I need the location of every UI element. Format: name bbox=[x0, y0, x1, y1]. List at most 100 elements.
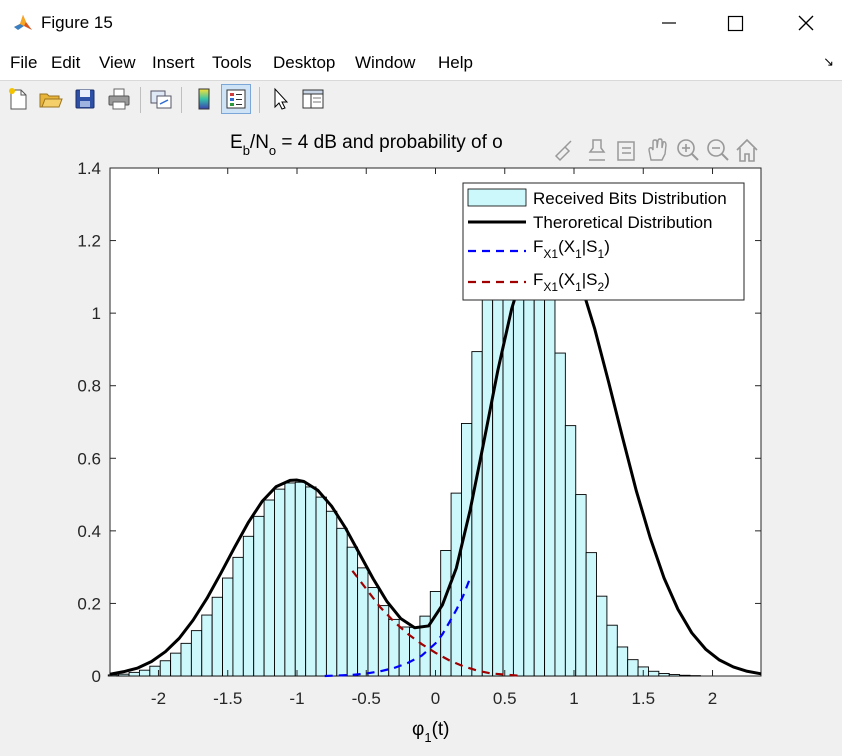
histogram-bar bbox=[669, 675, 679, 676]
histogram-bar bbox=[347, 547, 357, 676]
legend[interactable]: Received Bits Distribution Theroretical … bbox=[463, 183, 744, 300]
y-tick-label: 0.6 bbox=[77, 449, 101, 468]
chart-title: Eb/No = 4 dB and probability of o bbox=[230, 132, 503, 158]
x-tick-label: 1 bbox=[569, 689, 578, 708]
link-plot-icon[interactable] bbox=[147, 85, 175, 113]
histogram-bar bbox=[326, 511, 336, 676]
histogram-bar bbox=[410, 627, 420, 676]
y-tick-label: 1.2 bbox=[77, 232, 101, 251]
legend-label-received: Received Bits Distribution bbox=[533, 189, 727, 208]
menu-file[interactable]: File bbox=[10, 53, 37, 73]
close-icon[interactable] bbox=[783, 8, 829, 38]
x-tick-label: -0.5 bbox=[352, 689, 381, 708]
legend-label-theory: Theroretical Distribution bbox=[533, 213, 713, 232]
histogram-bar bbox=[191, 631, 201, 676]
histogram-bar bbox=[129, 672, 139, 676]
x-tick-label: 0.5 bbox=[493, 689, 517, 708]
new-figure-icon[interactable] bbox=[4, 85, 32, 113]
histogram-bar bbox=[451, 493, 461, 676]
menu-tools[interactable]: Tools bbox=[212, 53, 252, 73]
legend-swatch-bars bbox=[468, 189, 526, 206]
x-tick-label: -1 bbox=[289, 689, 304, 708]
toolbar-separator bbox=[181, 87, 182, 113]
data-tip-icon[interactable] bbox=[589, 140, 605, 160]
histogram-bar bbox=[628, 660, 638, 676]
y-tick-label: 1.4 bbox=[77, 159, 101, 178]
x-tick-label: 0 bbox=[431, 689, 440, 708]
histogram-bar bbox=[243, 536, 253, 676]
y-tick-label: 0 bbox=[92, 667, 101, 686]
histogram-bar bbox=[617, 647, 627, 676]
histogram-bar bbox=[160, 661, 170, 676]
histogram-bar bbox=[472, 352, 482, 676]
y-tick-label: 1 bbox=[92, 304, 101, 323]
menu-insert[interactable]: Insert bbox=[152, 53, 195, 73]
histogram-bar bbox=[482, 287, 492, 676]
x-tick-label: -2 bbox=[151, 689, 166, 708]
histogram-bar bbox=[680, 675, 690, 676]
histogram-bar bbox=[295, 482, 305, 676]
menu-edit[interactable]: Edit bbox=[51, 53, 80, 73]
menu-help[interactable]: Help bbox=[438, 53, 473, 73]
histogram-bar bbox=[597, 596, 607, 676]
home-icon[interactable] bbox=[737, 140, 757, 161]
matlab-logo-icon bbox=[12, 12, 34, 34]
histogram-bar bbox=[337, 528, 347, 676]
brush-icon[interactable] bbox=[556, 141, 571, 160]
histogram-bar bbox=[545, 288, 555, 676]
menu-desktop[interactable]: Desktop bbox=[273, 53, 335, 73]
minimize-icon[interactable] bbox=[646, 8, 692, 38]
histogram-bar bbox=[368, 587, 378, 676]
toolbar-separator bbox=[259, 87, 260, 113]
histogram-bar bbox=[181, 643, 191, 676]
histogram-bar bbox=[607, 625, 617, 676]
pointer-icon[interactable] bbox=[266, 85, 294, 113]
open-file-icon[interactable] bbox=[37, 85, 65, 113]
histogram-bar bbox=[378, 606, 388, 676]
menu-bar: File Edit View Insert Tools Desktop Wind… bbox=[0, 46, 842, 80]
property-inspector-icon[interactable] bbox=[299, 85, 327, 113]
histogram-bar bbox=[659, 673, 669, 676]
zoom-out-icon[interactable] bbox=[708, 140, 728, 160]
histogram-bar bbox=[493, 239, 503, 676]
window-titlebar: Figure 15 bbox=[0, 0, 842, 46]
histogram-bar bbox=[171, 653, 181, 676]
histogram-bar bbox=[555, 353, 565, 676]
histogram-bar bbox=[212, 597, 222, 676]
menu-view[interactable]: View bbox=[99, 53, 136, 73]
maximize-icon[interactable] bbox=[712, 8, 758, 38]
save-icon[interactable] bbox=[71, 85, 99, 113]
histogram-bar bbox=[586, 553, 596, 676]
data-cursor-icon[interactable] bbox=[618, 142, 634, 160]
histogram-bar bbox=[119, 674, 129, 676]
colorbar-icon[interactable] bbox=[190, 85, 218, 113]
y-tick-label: 0.4 bbox=[77, 522, 101, 541]
histogram-bar bbox=[316, 497, 326, 676]
zoom-in-icon[interactable] bbox=[678, 140, 698, 160]
histogram-bar bbox=[285, 483, 295, 676]
histogram-bar bbox=[430, 591, 440, 676]
dock-arrow-icon[interactable]: ↘ bbox=[823, 54, 834, 70]
histogram-bar bbox=[139, 670, 149, 676]
menu-window[interactable]: Window bbox=[355, 53, 415, 73]
histogram-bar bbox=[534, 241, 544, 676]
histogram-bar bbox=[441, 550, 451, 676]
print-icon[interactable] bbox=[105, 85, 133, 113]
axes-toolbar bbox=[556, 139, 757, 161]
histogram-bar bbox=[576, 495, 586, 676]
histogram-bar bbox=[274, 489, 284, 676]
x-tick-label: 1.5 bbox=[631, 689, 655, 708]
histogram-bar bbox=[565, 426, 575, 676]
x-axis-label: φ1(t) bbox=[412, 719, 450, 745]
histogram-bar bbox=[648, 671, 658, 676]
y-tick-label: 0.2 bbox=[77, 594, 101, 613]
histogram-bar bbox=[461, 423, 471, 676]
legend-icon[interactable] bbox=[222, 85, 250, 113]
toolbar-separator bbox=[140, 87, 141, 113]
histogram-bar bbox=[306, 487, 316, 676]
pan-icon[interactable] bbox=[649, 139, 666, 160]
histogram-bar bbox=[202, 615, 212, 676]
x-tick-label: 2 bbox=[708, 689, 717, 708]
